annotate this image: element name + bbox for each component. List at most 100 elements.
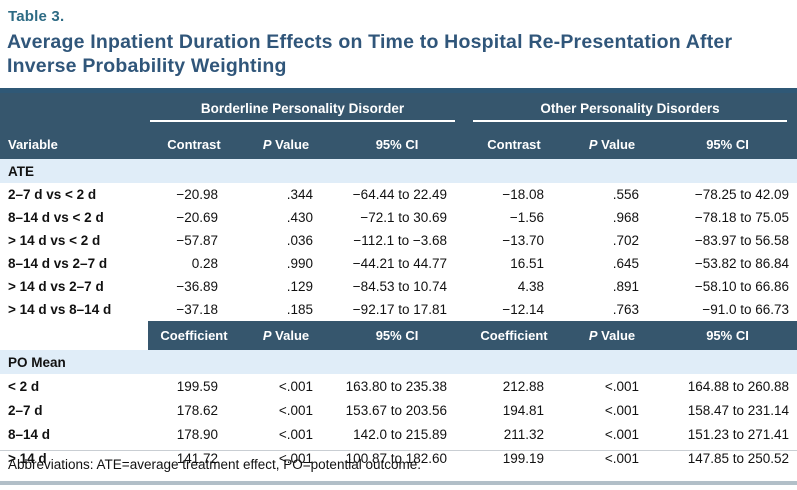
cell-contrast: 0.28 (148, 252, 240, 275)
table-row: 8–14 d vs 2–7 d 0.28 .990 −44.21 to 44.7… (0, 252, 797, 275)
cell-ci: −83.97 to 56.58 (658, 229, 797, 252)
cell-contrast: 4.38 (462, 275, 567, 298)
column-header-coefficient-bpd: Coefficient (148, 321, 240, 350)
p-italic: P (262, 137, 272, 152)
column-header-row: Variable Contrast P Value 95% CI Contras… (0, 122, 797, 159)
cell-p-value: .129 (240, 275, 332, 298)
cell-ci: −58.10 to 66.86 (658, 275, 797, 298)
footnote: Abbreviations: ATE=average treatment eff… (8, 457, 421, 472)
section-header-po-mean: PO Mean (0, 350, 797, 374)
table-label: Table 3. (8, 8, 65, 25)
cell-coefficient: 194.81 (462, 398, 567, 422)
section-header-ate-label: ATE (0, 159, 797, 183)
column-header-pvalue-bpd: P Value (240, 122, 332, 159)
cell-p-value: <.001 (240, 398, 332, 422)
column-header-pvalue-opd: P Value (566, 122, 659, 159)
cell-ci: −78.18 to 75.05 (658, 206, 797, 229)
cell-contrast: −57.87 (148, 229, 240, 252)
cell-ci: −112.1 to −3.68 (332, 229, 463, 252)
cell-ci: −64.44 to 22.49 (332, 183, 463, 206)
cell-coefficient: 211.32 (462, 422, 567, 446)
cell-coefficient: 178.62 (148, 398, 240, 422)
table-row: 8–14 d 178.90 <.001 142.0 to 215.89 211.… (0, 422, 797, 446)
group-header-opd-label: Other Personality Disorders (473, 94, 788, 122)
row-variable-label: 8–14 d (0, 422, 148, 446)
row-variable-label: > 14 d vs < 2 d (0, 229, 148, 252)
group-header-spacer (0, 90, 148, 122)
cell-contrast: −36.89 (148, 275, 240, 298)
cell-coefficient: 178.90 (148, 422, 240, 446)
cell-p-value: .036 (240, 229, 332, 252)
cell-p-value: .556 (566, 183, 659, 206)
bottom-rule (0, 481, 797, 485)
table-row: 2–7 d vs < 2 d −20.98 .344 −64.44 to 22.… (0, 183, 797, 206)
table-row: > 14 d vs 8–14 d −37.18 .185 −92.17 to 1… (0, 298, 797, 321)
cell-p-value: .763 (566, 298, 659, 321)
p-rest: Value (597, 137, 636, 152)
cell-ci: −84.53 to 10.74 (332, 275, 463, 298)
column-header-ci-bpd: 95% CI (332, 122, 463, 159)
cell-p-value: .968 (566, 206, 659, 229)
row-variable-label: 2–7 d vs < 2 d (0, 183, 148, 206)
cell-contrast: −20.98 (148, 183, 240, 206)
cell-ci: −91.0 to 66.73 (658, 298, 797, 321)
cell-p-value: <.001 (566, 374, 659, 398)
p-rest: Value (271, 328, 310, 343)
column-header-variable: Variable (0, 122, 148, 159)
cell-ci: −44.21 to 44.77 (332, 252, 463, 275)
column-header-ci-opd: 95% CI (658, 122, 797, 159)
cell-p-value: .344 (240, 183, 332, 206)
coefficient-header-spacer (0, 321, 148, 350)
cell-p-value: .185 (240, 298, 332, 321)
column-header-pvalue-opd-2: P Value (566, 321, 659, 350)
cell-ci: 142.0 to 215.89 (332, 422, 463, 446)
cell-p-value: .645 (566, 252, 659, 275)
footnote-divider (0, 450, 797, 451)
table-row: 8–14 d vs < 2 d −20.69 .430 −72.1 to 30.… (0, 206, 797, 229)
p-rest: Value (271, 137, 310, 152)
column-header-pvalue-bpd-2: P Value (240, 321, 332, 350)
column-header-coefficient-opd: Coefficient (462, 321, 567, 350)
p-rest: Value (597, 328, 636, 343)
table-row: > 14 d vs < 2 d −57.87 .036 −112.1 to −3… (0, 229, 797, 252)
group-header-bpd: Borderline Personality Disorder (148, 90, 463, 122)
coefficient-header-row: Coefficient P Value 95% CI Coefficient P… (0, 321, 797, 350)
p-italic: P (588, 137, 598, 152)
cell-contrast: −1.56 (462, 206, 567, 229)
cell-coefficient: 199.59 (148, 374, 240, 398)
cell-ci: 164.88 to 260.88 (658, 374, 797, 398)
cell-p-value: <.001 (566, 422, 659, 446)
results-table: Borderline Personality Disorder Other Pe… (0, 88, 797, 470)
row-variable-label: 8–14 d vs < 2 d (0, 206, 148, 229)
p-italic: P (588, 328, 598, 343)
row-variable-label: < 2 d (0, 374, 148, 398)
page-title: Average Inpatient Duration Effects on Ti… (7, 31, 733, 77)
group-header-opd: Other Personality Disorders (462, 90, 797, 122)
row-variable-label: > 14 d vs 2–7 d (0, 275, 148, 298)
group-header-row: Borderline Personality Disorder Other Pe… (0, 90, 797, 122)
cell-p-value: <.001 (240, 446, 332, 470)
section-header-ate: ATE (0, 159, 797, 183)
column-header-contrast-bpd: Contrast (148, 122, 240, 159)
cell-p-value: .430 (240, 206, 332, 229)
cell-contrast: −13.70 (462, 229, 567, 252)
cell-contrast: −12.14 (462, 298, 567, 321)
table-row: 2–7 d 178.62 <.001 153.67 to 203.56 194.… (0, 398, 797, 422)
cell-p-value: .891 (566, 275, 659, 298)
cell-ci: −78.25 to 42.09 (658, 183, 797, 206)
cell-ci: −72.1 to 30.69 (332, 206, 463, 229)
cell-ci: 153.67 to 203.56 (332, 398, 463, 422)
cell-ci: 163.80 to 235.38 (332, 374, 463, 398)
column-header-ci-opd-2: 95% CI (658, 321, 797, 350)
column-header-ci-bpd-2: 95% CI (332, 321, 463, 350)
row-variable-label: 2–7 d (0, 398, 148, 422)
cell-p-value: .702 (566, 229, 659, 252)
section-header-po-mean-label: PO Mean (0, 350, 797, 374)
cell-p-value: <.001 (240, 374, 332, 398)
column-header-contrast-opd: Contrast (462, 122, 567, 159)
cell-contrast: −37.18 (148, 298, 240, 321)
row-variable-label: > 14 d vs 8–14 d (0, 298, 148, 321)
cell-ci: −92.17 to 17.81 (332, 298, 463, 321)
cell-ci: 151.23 to 271.41 (658, 422, 797, 446)
